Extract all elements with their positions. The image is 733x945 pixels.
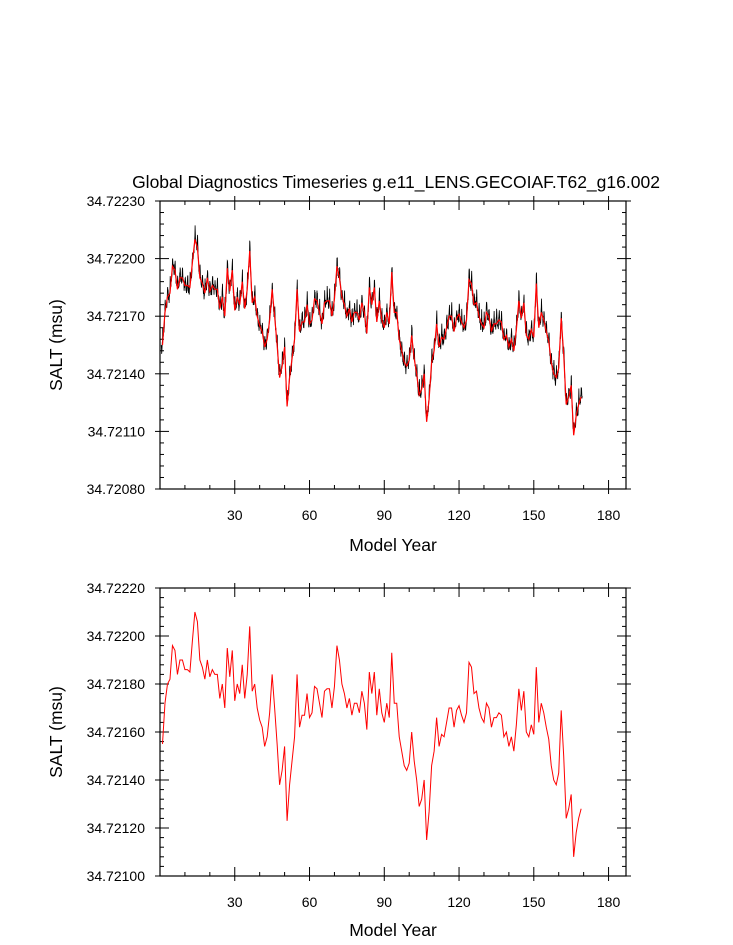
y-tick-label: 34.72110 [88,423,146,439]
x-tick-label: 30 [227,507,243,523]
y-tick-label: 34.72080 [87,481,146,497]
bottom-panel-tick-labels: 30 60 90 120 150 180 34.72100 34.72120 34.72140 3… [87,580,621,910]
x-tick-label: 120 [447,894,471,910]
y-tick-label: 34.72220 [87,580,146,596]
x-tick-label: 60 [302,507,318,523]
bottom-panel-ticks [155,583,631,881]
x-tick-label: 120 [447,507,471,523]
y-tick-label: 34.72200 [87,251,146,267]
x-tick-label: 60 [302,894,318,910]
x-tick-label: 150 [522,894,546,910]
top-panel: 30 60 90 120 150 180 34.72080 34.72110 34.72140 3… [46,193,631,555]
top-plot-frame [159,200,627,490]
x-tick-label: 150 [522,507,546,523]
bottom-y-axis-label: SALT (msu) [46,686,66,778]
monthly-series-line [160,225,583,432]
y-tick-label: 34.72200 [87,628,146,644]
bottom-x-axis-label: Model Year [349,920,437,940]
chart-title: Global Diagnostics Timeseries g.e11_LENS… [132,172,660,193]
top-panel-ticks [155,196,631,494]
y-tick-label: 34.72100 [87,868,146,884]
y-tick-label: 34.72230 [87,193,146,209]
annual-series-line [161,611,582,857]
x-tick-label: 90 [376,507,392,523]
y-tick-label: 34.72140 [87,772,146,788]
top-y-axis-label: SALT (msu) [46,299,66,391]
x-tick-label: 90 [376,894,392,910]
y-tick-label: 34.72140 [87,366,146,382]
x-tick-label: 180 [597,507,621,523]
x-tick-label: 30 [227,894,243,910]
bottom-panel-data [161,611,582,857]
x-tick-label: 180 [597,894,621,910]
top-panel-data [160,225,583,436]
bottom-plot-frame [159,587,627,877]
bottom-panel: 30 60 90 120 150 180 34.72100 34.72120 34.72140 3… [46,580,631,940]
annual-series-line [161,239,582,436]
top-panel-tick-labels: 30 60 90 120 150 180 34.72080 34.72110 34.72140 3… [87,193,621,523]
top-x-axis-label: Model Year [349,535,437,555]
y-tick-label: 34.72180 [87,676,146,692]
y-tick-label: 34.72160 [87,724,146,740]
y-tick-label: 34.72120 [87,820,146,836]
y-tick-label: 34.72170 [87,308,146,324]
